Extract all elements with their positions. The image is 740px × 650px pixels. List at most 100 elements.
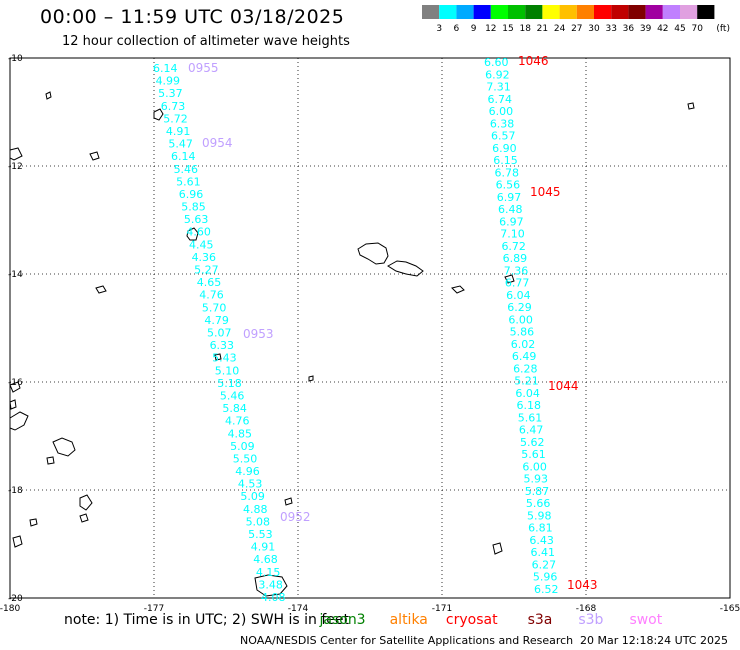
longitude-label: -174: [288, 604, 309, 614]
wave-height-value: 6.97: [499, 215, 524, 228]
wave-height-value: 3.48: [258, 578, 283, 591]
wave-height-value: 4.08: [261, 591, 286, 604]
island-small-h: [46, 456, 55, 465]
wave-height-value: 6.43: [529, 534, 554, 547]
colorbar-swatch: [594, 5, 612, 19]
graticule: [10, 58, 730, 598]
wave-height-value: 5.21: [514, 375, 539, 388]
island-tokelau-small: [451, 285, 465, 294]
wave-height-value: 6.14: [153, 62, 178, 75]
wave-height-value: 6.56: [496, 179, 521, 192]
colorbar-label: 18: [519, 24, 531, 34]
colorbar-label: 15: [502, 24, 513, 34]
wave-height-value: 5.50: [233, 452, 258, 465]
latitude-label: -14: [8, 270, 23, 280]
longitude-label: -168: [576, 604, 597, 614]
wave-height-value: 6.52: [534, 583, 559, 596]
satellite-legend: jason3 altika cryosat s3a s3b swot: [319, 612, 662, 628]
colorbar-label: 39: [640, 24, 652, 34]
wave-height-value: 6.41: [531, 546, 556, 559]
island-small-b: [95, 285, 107, 294]
island-niuafoou: [214, 353, 222, 361]
axis-tick-labels: -180 -177 -174 -171 -168 -165 -10 -12 -14 -16 -18 -…: [0, 54, 740, 614]
wave-height-value: 7.31: [486, 81, 511, 94]
wave-height-value: 5.09: [240, 490, 265, 503]
colorbar-swatch: [473, 5, 491, 19]
latitude-label: -10: [8, 54, 23, 64]
pass-time-label: 1045: [530, 185, 561, 199]
island-niue: [492, 542, 503, 555]
island-fiji-west-1: [9, 411, 29, 431]
satellite-legend-item: jason3: [319, 612, 366, 628]
colorbar-swatch: [680, 5, 698, 19]
landmasses: [9, 91, 695, 597]
pass-time-label: 0955: [188, 61, 219, 75]
colorbar-swatch: [611, 5, 629, 19]
colorbar-label: 24: [554, 24, 566, 34]
wave-height-value: 6.29: [507, 301, 532, 314]
wave-height-value: 6.47: [519, 424, 544, 437]
satellite-legend-item: s3b: [578, 612, 604, 628]
island-uvea: [186, 227, 199, 241]
wave-height-value: 4.91: [251, 541, 276, 554]
colorbar-label: 21: [537, 24, 548, 34]
colorbar-swatch: [525, 5, 543, 19]
wave-height-value: 6.97: [497, 191, 522, 204]
wave-height-value: 4.53: [238, 478, 263, 491]
wave-height-value: 5.61: [176, 175, 201, 188]
pass-time-labels: 0955 0954 0953 0952 1046 1045 1044 1043: [188, 54, 598, 592]
wave-height-value: 6.57: [491, 130, 516, 143]
wave-height-value: 4.76: [199, 289, 224, 302]
pass-time-label: 0954: [202, 136, 233, 150]
wave-height-value: 6.04: [515, 387, 540, 400]
wave-height-value: 5.08: [246, 515, 270, 528]
wave-height-value: 6.02: [511, 338, 535, 351]
colorbar-label: 9: [471, 24, 477, 34]
page-subtitle: 12 hour collection of altimeter wave hei…: [62, 34, 350, 49]
wave-height-value: 5.63: [184, 213, 209, 226]
wave-height-value: 5.61: [521, 448, 546, 461]
wave-height-value: 5.86: [510, 326, 535, 339]
wave-height-value: 6.04: [506, 289, 531, 302]
note-text: note: 1) Time is in UTC; 2) SWH is in fe…: [64, 612, 350, 628]
wave-height-value: 4.88: [243, 503, 268, 516]
wave-height-value: 5.70: [202, 301, 227, 314]
satellite-legend-item: s3a: [527, 612, 553, 628]
colorbar-swatch: [662, 5, 680, 19]
wave-height-value: 5.66: [526, 497, 551, 510]
wave-height-value: 4.79: [204, 314, 229, 327]
wave-height-value: 6.90: [492, 142, 517, 155]
colorbar-label: 27: [571, 24, 582, 34]
colorbar-label: 45: [674, 24, 685, 34]
colorbar-swatch: [628, 5, 646, 19]
generation-timestamp: 20 Mar 12:18:24 UTC 2025: [580, 634, 728, 647]
colorbar-label: 36: [623, 24, 635, 34]
wave-height-value: 5.96: [533, 571, 558, 584]
island-tuvalu-1: [45, 91, 52, 100]
colorbar-swatch: [559, 5, 577, 19]
wave-height-value: 6.96: [179, 188, 204, 201]
wave-height-value: 4.45: [189, 238, 214, 251]
wave-height-value: 5.84: [222, 402, 247, 415]
latitude-label: -16: [8, 378, 23, 388]
longitude-label: -180: [0, 604, 20, 614]
color-scale-legend: 3 6 9 12 15 18 21 24 27 30 33 36 39 42 45 70 (ft): [422, 5, 730, 34]
wave-height-value: 6.27: [532, 558, 557, 571]
colorbar-label: 3: [436, 24, 442, 34]
colorbar-swatch: [439, 5, 457, 19]
colorbar-label: 12: [485, 24, 496, 34]
colorbar-unit: (ft): [716, 24, 730, 34]
wave-height-value: 4.76: [225, 415, 250, 428]
colorbar-label: 6: [454, 24, 460, 34]
island-samoa-upolu: [387, 260, 424, 277]
wave-height-value: 5.09: [230, 440, 255, 453]
wave-height-value: 6.60: [484, 56, 509, 69]
wave-height-value: 5.46: [220, 389, 245, 402]
wave-height-value: 6.15: [493, 154, 518, 167]
wave-height-value: 5.37: [158, 87, 183, 100]
wave-height-value: 5.18: [217, 377, 242, 390]
colorbar-label: 33: [605, 24, 616, 34]
longitude-label: -177: [144, 604, 164, 614]
colorbar-label: 70: [691, 24, 703, 34]
wave-height-value: 4.65: [197, 276, 222, 289]
